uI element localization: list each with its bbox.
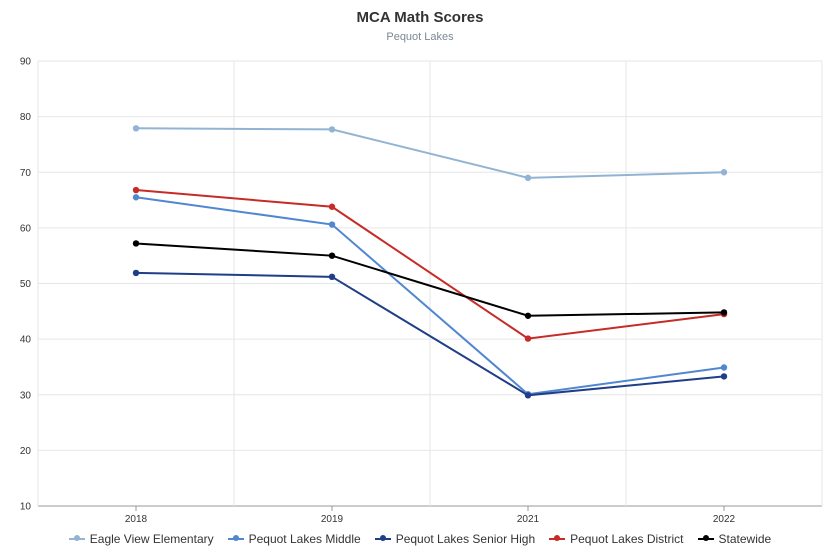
y-tick-label: 60: [20, 223, 32, 234]
legend-label: Eagle View Elementary: [89, 532, 214, 546]
data-point: [132, 240, 140, 247]
data-point: [328, 252, 336, 259]
legend-label: Pequot Lakes Middle: [248, 532, 361, 546]
legend: Eagle View Elementary Pequot Lakes Middle…: [0, 532, 840, 546]
legend-item[interactable]: Eagle View Elementary: [68, 532, 214, 546]
data-point: [524, 392, 532, 399]
data-point: [132, 186, 140, 194]
x-tick-label: 2021: [517, 514, 540, 525]
chart-subtitle: Pequot Lakes: [386, 31, 454, 43]
legend-item[interactable]: Statewide: [697, 532, 772, 546]
x-tick-label: 2019: [321, 514, 344, 525]
data-point: [328, 221, 336, 228]
legend-item[interactable]: Pequot Lakes Middle: [227, 532, 361, 546]
x-tick-label: 2018: [125, 514, 148, 525]
series-line: [135, 196, 725, 396]
series-line: [135, 242, 725, 317]
legend-swatch: [374, 535, 391, 541]
legend-swatch: [227, 535, 244, 541]
series-line: [135, 127, 725, 179]
legend-item[interactable]: Pequot Lakes District: [549, 532, 684, 546]
y-tick-label: 50: [20, 279, 32, 290]
data-point: [132, 269, 140, 277]
y-tick-label: 10: [20, 502, 32, 513]
data-point: [720, 309, 728, 316]
y-tick-label: 20: [20, 446, 32, 457]
data-point: [328, 126, 336, 133]
series-line: [135, 271, 725, 397]
legend-swatch: [549, 535, 566, 541]
y-tick-label: 40: [20, 335, 32, 346]
data-point: [720, 373, 728, 380]
chart-title: MCA Math Scores: [356, 9, 484, 26]
data-point: [132, 125, 140, 132]
legend-label: Pequot Lakes District: [570, 532, 684, 546]
legend-swatch: [68, 535, 85, 541]
y-tick-label: 80: [20, 112, 32, 123]
y-tick-label: 30: [20, 390, 32, 401]
data-point: [524, 312, 532, 319]
data-point: [328, 273, 336, 281]
data-point: [524, 174, 532, 182]
x-tick-label: 2022: [713, 514, 736, 525]
data-point: [524, 335, 532, 342]
y-tick-label: 90: [20, 57, 32, 68]
data-point: [132, 194, 140, 201]
legend-item[interactable]: Pequot Lakes Senior High: [374, 532, 536, 546]
data-point: [720, 169, 728, 176]
data-point: [720, 364, 728, 371]
data-point: [328, 203, 336, 210]
y-tick-label: 70: [20, 168, 32, 179]
series-line: [135, 189, 725, 340]
legend-label: Statewide: [718, 532, 772, 546]
legend-label: Pequot Lakes Senior High: [395, 532, 536, 546]
legend-swatch: [697, 535, 714, 541]
